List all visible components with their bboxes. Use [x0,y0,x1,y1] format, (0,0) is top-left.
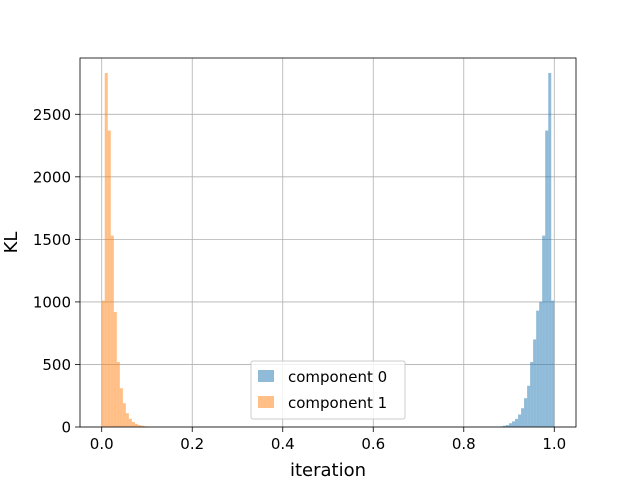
bar-component-0 [539,301,543,427]
bar-component-0 [548,73,552,428]
bar-component-1 [107,130,111,428]
bar-component-1 [101,300,105,427]
bar-component-1 [119,388,123,427]
bar-component-1 [134,423,138,427]
bar-component-1 [131,421,135,427]
x-tick-label: 0.4 [271,435,295,453]
bar-component-0 [515,418,519,427]
bar-component-0 [521,408,525,427]
y-tick-label: 2000 [33,168,71,186]
bar-component-0 [509,423,513,427]
y-tick-label: 1000 [33,293,71,311]
bar-component-1 [110,235,114,427]
bar-component-0 [518,414,522,427]
y-axis-label: KL [1,232,22,254]
bar-component-1 [140,425,144,427]
x-tick-label: 0.0 [90,435,114,453]
bar-component-1 [125,413,129,427]
y-tick-label: 500 [42,356,71,374]
bar-component-0 [536,310,540,427]
bar-component-1 [116,361,120,427]
x-tick-label: 0.6 [361,435,385,453]
bar-component-0 [503,425,506,427]
x-tick-label: 0.2 [180,435,204,453]
bar-component-1 [113,311,117,427]
y-tick-label: 1500 [33,231,71,249]
bar-component-0 [533,339,537,427]
bar-component-0 [542,235,546,427]
histogram-bars [101,73,555,428]
legend-label-component-0: component 0 [288,368,387,386]
bar-component-0 [524,398,528,427]
bar-component-0 [527,385,531,427]
y-tick-label: 2500 [33,106,71,124]
x-tick-label: 0.8 [452,435,476,453]
x-tick-label: 1.0 [542,435,566,453]
y-axis-ticks: 0 500 1000 1500 2000 2500 [33,106,80,437]
bar-component-1 [128,418,132,427]
x-axis-ticks: 0.0 0.2 0.4 0.6 0.8 1.0 [90,427,566,453]
bar-component-0 [551,300,555,427]
legend-label-component-1: component 1 [288,394,387,412]
legend-swatch-component-0 [258,370,274,382]
legend-box [250,360,406,420]
legend-swatch-component-1 [258,396,274,408]
x-axis-label: iteration [290,460,366,480]
bar-component-1 [137,425,141,427]
bar-component-0 [545,130,549,428]
bar-component-1 [104,73,108,428]
plot-frame [79,57,577,428]
bar-component-0 [505,425,510,427]
y-tick-label: 0 [61,419,71,437]
legend: component 0 component 1 [250,360,406,420]
bar-component-0 [530,361,534,427]
bar-component-1 [122,403,126,427]
bar-component-0 [512,421,516,427]
